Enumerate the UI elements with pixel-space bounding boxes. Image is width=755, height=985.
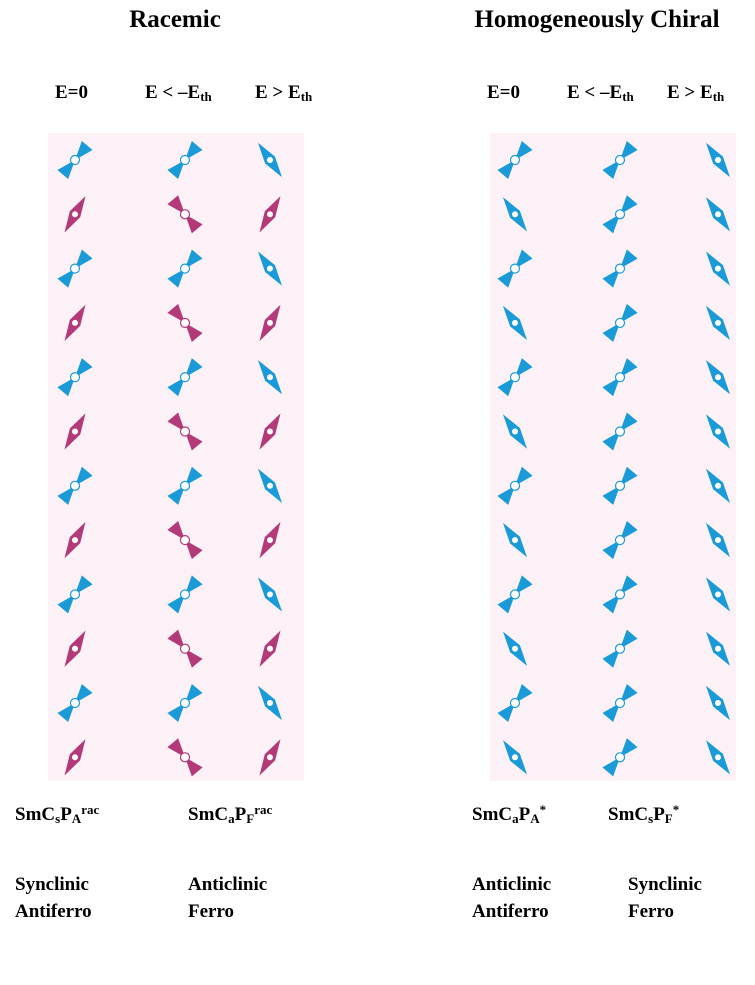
field-label: E > Eth [255,82,313,104]
text: E < –E [567,82,622,103]
title: Racemic [129,6,221,33]
text: E < –E [145,82,200,103]
panel-racemic [48,133,304,781]
text: P [60,804,72,825]
subscript: th [301,89,313,104]
text: P [235,804,247,825]
description: Ferro [188,901,234,922]
superscript: rac [254,802,272,817]
phase-label: SmCsPF* [608,802,679,826]
description: Synclinic [15,874,89,895]
subscript: th [200,89,212,104]
description: Ferro [628,901,674,922]
phase-label: SmCaPFrac [188,802,272,826]
diagram: Racemic Homogeneously Chiral E=0 E < –Et… [0,0,755,985]
description: Synclinic [628,874,702,895]
title: Homogeneously Chiral [474,6,719,33]
subscript: th [713,89,725,104]
field-label: E=0 [487,82,520,103]
superscript: * [540,802,547,817]
text: E > E [667,82,713,103]
description: Antiferro [15,901,92,922]
description: Antiferro [472,901,549,922]
text: P [519,804,531,825]
subscript: F [246,811,254,826]
field-label: E=0 [55,82,88,103]
description: Anticlinic [472,874,551,895]
phase-labels: SmCsPArac SmCaPFrac SmCaPA* SmCsPF* [15,802,679,826]
subscript: th [622,89,634,104]
description: Anticlinic [188,874,267,895]
text: SmC [608,804,648,825]
text: E > E [255,82,301,103]
superscript: rac [81,802,99,817]
phase-label: SmCsPArac [15,802,99,826]
field-label: E < –Eth [145,82,213,104]
field-label: E < –Eth [567,82,635,104]
field-label: E > Eth [667,82,725,104]
superscript: * [673,802,680,817]
text: P [653,804,665,825]
text: SmC [188,804,228,825]
phase-label: SmCaPA* [472,802,546,826]
subscript: F [665,811,673,826]
text: SmC [472,804,512,825]
text: SmC [15,804,55,825]
